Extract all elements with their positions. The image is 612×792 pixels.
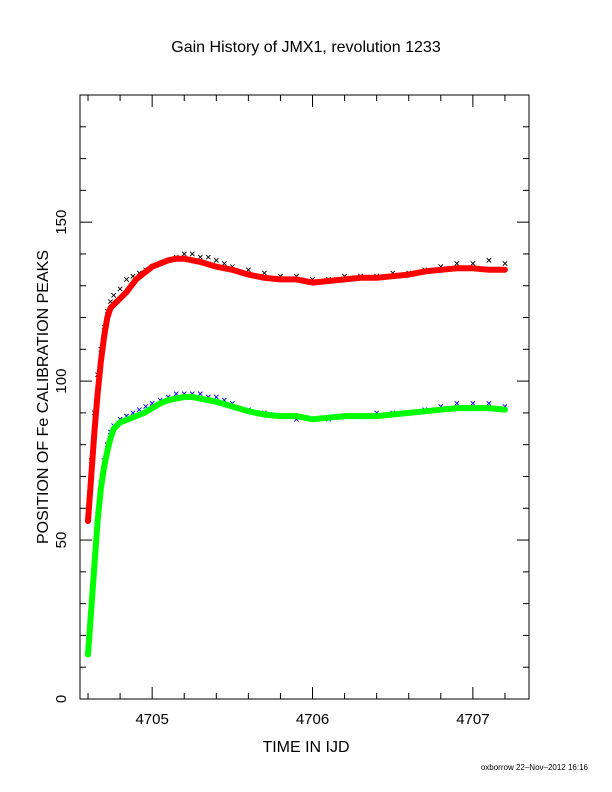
- series-0: [85, 251, 508, 521]
- series-0-point: [189, 251, 195, 257]
- series-0-point: [123, 276, 130, 282]
- axis-ticks: [80, 94, 529, 700]
- y-axis-label: POSITION OF Fe CALIBRATION PEAKS: [35, 250, 52, 544]
- chart-title: Gain History of JMX1, revolution 1233: [171, 39, 441, 56]
- series-0-point: [205, 254, 211, 260]
- footer-credit: oxborrow 22–Nov–2012 16:16: [481, 763, 589, 772]
- series-0-point: [454, 260, 460, 267]
- axis-tick-labels: 4705 4706 4707 0 50 100 150: [53, 210, 490, 728]
- x-tick-label: 4706: [296, 711, 329, 728]
- series-2-point: [454, 400, 460, 406]
- series-0-point: [117, 286, 123, 292]
- y-tick-label: 150: [53, 210, 70, 235]
- series-0-point: [213, 257, 219, 263]
- series-2-point: [486, 400, 492, 406]
- y-tick-label: 50: [53, 532, 70, 549]
- series-0-point: [486, 257, 492, 263]
- series-3-line: [85, 394, 508, 658]
- y-tick-label: 0: [53, 695, 70, 703]
- y-tick-label: 100: [53, 369, 70, 394]
- series-0-point: [181, 251, 187, 257]
- x-tick-label: 4707: [456, 711, 489, 728]
- series-2: [85, 391, 508, 654]
- series-3: [85, 394, 508, 658]
- series-layer: [85, 251, 508, 658]
- x-tick-label: 4705: [135, 711, 168, 728]
- series-0-point: [502, 260, 508, 267]
- series-1-line: [85, 255, 508, 524]
- series-0-point: [111, 292, 117, 298]
- x-axis-label: TIME IN IJD: [262, 739, 349, 756]
- series-1: [85, 255, 508, 524]
- series-0-point: [470, 260, 476, 267]
- series-2-point: [470, 400, 476, 406]
- plot-frame: [79, 94, 530, 700]
